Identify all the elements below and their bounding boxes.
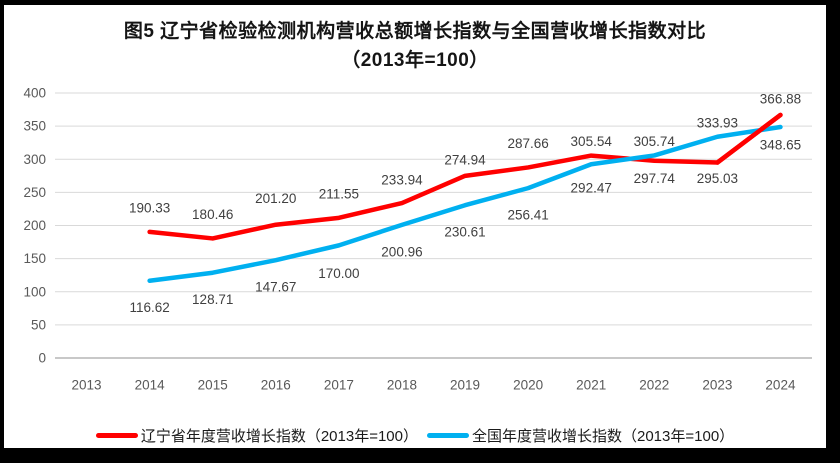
- data-label: 333.93: [697, 115, 738, 130]
- data-label: 190.33: [129, 200, 170, 215]
- data-label: 297.74: [634, 171, 676, 186]
- data-label: 180.46: [192, 207, 233, 222]
- y-tick-label: 400: [23, 86, 46, 101]
- data-label: 128.71: [192, 292, 233, 307]
- x-tick-label: 2018: [387, 378, 417, 393]
- data-label: 305.54: [571, 134, 613, 149]
- chart-canvas: 图5 辽宁省检验检测机构营收总额增长指数与全国营收增长指数对比 （2013年=1…: [4, 5, 826, 448]
- data-label: 201.20: [255, 191, 296, 206]
- data-label: 295.03: [697, 171, 738, 186]
- y-tick-label: 350: [23, 119, 46, 134]
- y-tick-label: 250: [23, 185, 46, 200]
- data-label: 200.96: [381, 244, 422, 259]
- legend-label-national: 全国年度营收增长指数（2013年=100）: [472, 427, 735, 445]
- data-label: 256.41: [507, 208, 548, 223]
- x-tick-label: 2017: [324, 378, 354, 393]
- data-label: 348.65: [760, 138, 801, 153]
- x-tick-label: 2022: [639, 378, 669, 393]
- legend-label-liaoning: 辽宁省年度营收增长指数（2013年=100）: [140, 427, 418, 445]
- data-label: 116.62: [129, 300, 169, 315]
- data-label: 274.94: [444, 152, 486, 167]
- x-tick-label: 2023: [702, 378, 732, 393]
- y-tick-label: 200: [23, 218, 46, 233]
- chart-title-line2: （2013年=100）: [341, 50, 489, 71]
- chart-legend: 辽宁省年度营收增长指数（2013年=100） 全国年度营收增长指数（2013年=…: [4, 423, 826, 447]
- legend-line-blue-icon: [427, 432, 469, 438]
- legend-item-national: 全国年度营收增长指数（2013年=100）: [427, 425, 734, 446]
- y-tick-label: 100: [23, 284, 46, 299]
- data-label: 287.66: [507, 136, 548, 151]
- chart-title: 图5 辽宁省检验检测机构营收总额增长指数与全国营收增长指数对比 （2013年=1…: [4, 17, 826, 75]
- y-tick-label: 0: [38, 351, 46, 366]
- x-tick-label: 2013: [72, 378, 102, 393]
- x-tick-label: 2014: [135, 378, 166, 393]
- y-tick-label: 150: [23, 251, 46, 266]
- data-label: 366.88: [760, 91, 801, 106]
- data-label: 211.55: [319, 186, 359, 201]
- legend-line-red-icon: [95, 432, 138, 438]
- series-line-liaoning: [147, 112, 783, 241]
- series-line-liaoning-endcap: [715, 112, 783, 165]
- data-label: 292.47: [571, 181, 612, 196]
- data-label: 230.61: [444, 225, 485, 240]
- chart-title-line1: 图5 辽宁省检验检测机构营收总额增长指数与全国营收增长指数对比: [123, 21, 707, 42]
- data-label: 305.74: [634, 134, 676, 149]
- data-label: 233.94: [381, 173, 423, 188]
- x-tick-label: 2019: [450, 378, 480, 393]
- data-label: 170.00: [318, 266, 359, 281]
- y-tick-label: 300: [23, 152, 46, 167]
- line-chart-plot: 0 50 100 150 200 250 300 350 400 2013 2014 2015 2016…: [23, 86, 812, 393]
- series-line-national: [147, 124, 783, 283]
- legend-item-liaoning: 辽宁省年度营收增长指数（2013年=100）: [95, 425, 418, 446]
- x-tick-label: 2024: [765, 378, 796, 393]
- y-tick-label: 50: [31, 317, 46, 332]
- x-tick-label: 2015: [198, 378, 228, 393]
- x-tick-label: 2020: [513, 378, 543, 393]
- data-label: 147.67: [255, 280, 296, 295]
- x-tick-label: 2021: [576, 378, 606, 393]
- x-tick-label: 2016: [261, 378, 291, 393]
